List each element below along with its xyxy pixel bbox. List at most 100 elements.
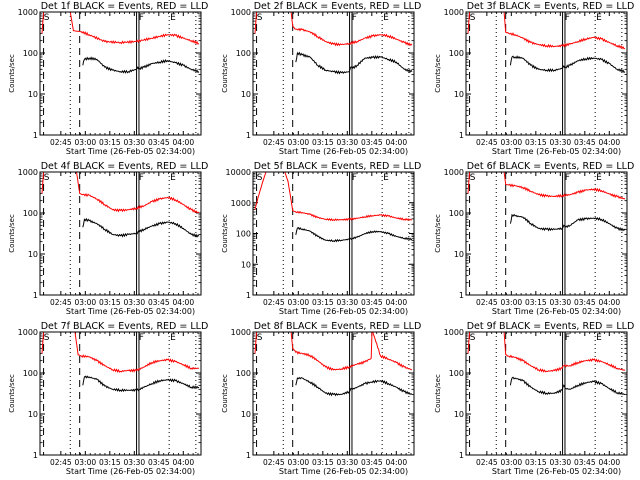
x-tick-label: 03:00 xyxy=(288,138,310,147)
marker-e-label: E xyxy=(596,13,602,23)
x-tick-label: 03:15 xyxy=(99,138,121,147)
x-tick-label: 03:00 xyxy=(75,138,97,147)
y-tick-label: 10 xyxy=(28,250,38,259)
x-tick-label: 04:00 xyxy=(385,298,407,307)
y-tick-label: 1000 xyxy=(231,199,251,208)
plot-frame xyxy=(465,171,628,296)
panel-det-5: Det 5f BLACK = Events, RED = LLD Counts/s… xyxy=(221,161,421,316)
y-tick-label: 1000 xyxy=(18,328,38,337)
y-tick-label: 10000 xyxy=(226,168,251,177)
y-tick-label: 10 xyxy=(454,90,464,99)
chart-title: Det 9f BLACK = Events, RED = LLD xyxy=(467,321,635,332)
marker-s-label: S xyxy=(257,333,263,343)
x-tick-label: 03:30 xyxy=(124,458,146,467)
marker-s-label: S xyxy=(470,333,476,343)
x-axis-label: Start Time (26-Feb-05 02:34:00) xyxy=(492,307,621,316)
chart-title: Det 8f BLACK = Events, RED = LLD xyxy=(254,321,422,332)
y-tick-label: 100 xyxy=(23,209,38,218)
x-tick-label: 03:45 xyxy=(148,138,170,147)
x-tick-label: 02:45 xyxy=(50,298,72,307)
x-tick-label: 03:15 xyxy=(525,138,547,147)
series-events-line xyxy=(509,213,626,232)
plot-frame xyxy=(252,331,415,456)
x-tick-label: 02:45 xyxy=(476,458,498,467)
x-tick-label: 03:15 xyxy=(525,458,547,467)
y-tick-label: 1 xyxy=(459,291,464,300)
y-axis-label: Counts/sec xyxy=(8,54,16,93)
y-tick-label: 1000 xyxy=(444,168,464,177)
marker-f-label: F xyxy=(352,173,357,183)
x-axis-label: Start Time (26-Feb-05 02:34:00) xyxy=(492,147,621,156)
panel-det-8: Det 8f BLACK = Events, RED = LLD Counts/s… xyxy=(221,321,421,476)
y-tick-label: 1000 xyxy=(18,168,38,177)
y-tick-label: 1 xyxy=(459,451,464,460)
x-tick-label: 03:00 xyxy=(75,458,97,467)
x-tick-label: 04:00 xyxy=(172,138,194,147)
y-tick-label: 1 xyxy=(246,451,251,460)
x-tick-label: 03:45 xyxy=(361,138,383,147)
plot-frame xyxy=(465,11,628,136)
y-tick-label: 1000 xyxy=(444,8,464,17)
x-tick-label: 04:00 xyxy=(598,298,620,307)
x-tick-label: 03:00 xyxy=(501,138,523,147)
plot-frame xyxy=(39,331,202,456)
y-tick-label: 100 xyxy=(449,209,464,218)
y-tick-label: 1 xyxy=(33,451,38,460)
marker-e-label: E xyxy=(383,173,389,183)
x-tick-label: 04:00 xyxy=(598,458,620,467)
x-axis-label: Start Time (26-Feb-05 02:34:00) xyxy=(66,307,195,316)
panel-det-3: Det 3f BLACK = Events, RED = LLD Counts/s… xyxy=(434,1,634,156)
x-tick-label: 03:45 xyxy=(574,298,596,307)
y-axis-label: Counts/sec xyxy=(434,374,442,413)
x-axis-label: Start Time (26-Feb-05 02:34:00) xyxy=(279,307,408,316)
series-events-line xyxy=(82,217,200,238)
marker-e-label: E xyxy=(170,173,176,183)
marker-f-label: F xyxy=(352,13,357,23)
marker-e-label: E xyxy=(170,13,176,23)
y-tick-label: 100 xyxy=(23,369,38,378)
series-events-line xyxy=(82,56,200,74)
x-tick-label: 04:00 xyxy=(385,138,407,147)
x-tick-label: 03:30 xyxy=(337,138,359,147)
marker-s-label: S xyxy=(44,173,50,183)
panel-det-1: Det 1f BLACK = Events, RED = LLD Counts/s… xyxy=(8,1,208,156)
chart-title: Det 4f BLACK = Events, RED = LLD xyxy=(41,161,209,172)
x-tick-label: 03:30 xyxy=(550,458,572,467)
y-tick-label: 100 xyxy=(449,49,464,58)
marker-s-label: S xyxy=(257,173,263,183)
x-tick-label: 02:45 xyxy=(50,458,72,467)
y-tick-label: 10 xyxy=(241,260,251,269)
y-axis-label: Counts/sec xyxy=(8,374,16,413)
series-events-line xyxy=(295,51,413,75)
marker-f-label: F xyxy=(565,333,570,343)
panel-det-9: Det 9f BLACK = Events, RED = LLD Counts/s… xyxy=(434,321,634,476)
x-tick-label: 03:45 xyxy=(574,458,596,467)
series-events-line xyxy=(509,376,625,395)
y-tick-label: 1000 xyxy=(18,8,38,17)
x-tick-label: 04:00 xyxy=(172,298,194,307)
plot-frame xyxy=(465,331,628,456)
y-tick-label: 100 xyxy=(236,230,251,239)
series-events-line xyxy=(509,55,626,74)
y-tick-label: 1 xyxy=(33,291,38,300)
y-tick-label: 1 xyxy=(459,131,464,140)
x-tick-label: 02:45 xyxy=(263,298,285,307)
x-tick-label: 03:30 xyxy=(337,458,359,467)
plot-frame xyxy=(252,11,415,136)
marker-f-label: F xyxy=(352,333,357,343)
chart-title: Det 3f BLACK = Events, RED = LLD xyxy=(467,1,635,12)
chart-title: Det 7f BLACK = Events, RED = LLD xyxy=(41,321,209,332)
x-tick-label: 03:45 xyxy=(148,298,170,307)
x-tick-label: 03:45 xyxy=(574,138,596,147)
x-tick-label: 03:15 xyxy=(99,458,121,467)
marker-e-label: E xyxy=(596,173,602,183)
x-tick-label: 03:15 xyxy=(99,298,121,307)
y-tick-label: 100 xyxy=(23,49,38,58)
y-tick-label: 10 xyxy=(28,90,38,99)
panel-det-2: Det 2f BLACK = Events, RED = LLD Counts/s… xyxy=(221,1,421,156)
y-axis-label: Counts/sec xyxy=(221,374,229,413)
panel-det-4: Det 4f BLACK = Events, RED = LLD Counts/s… xyxy=(8,161,208,316)
x-axis-label: Start Time (26-Feb-05 02:34:00) xyxy=(492,467,621,476)
panel-det-7: Det 7f BLACK = Events, RED = LLD Counts/s… xyxy=(8,321,208,476)
